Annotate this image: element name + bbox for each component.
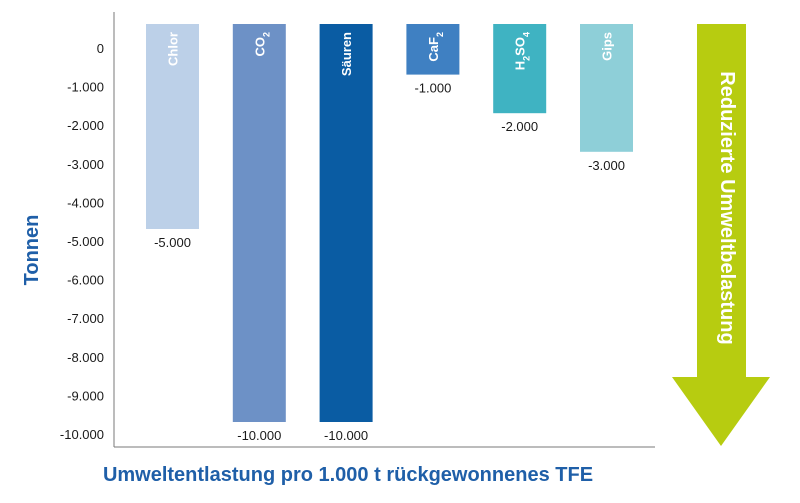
category-label: H2SO4 (513, 32, 532, 70)
y-tick-label: -7.000 (67, 311, 104, 326)
category-label: Säuren (339, 32, 354, 76)
category-label: CaF2 (426, 32, 445, 62)
arrow-label: Reduzierte Umweltbelastung (716, 71, 738, 344)
bar (319, 24, 373, 422)
y-tick-label: -10.000 (60, 427, 104, 442)
bar (146, 24, 199, 229)
y-tick-label: -4.000 (67, 195, 104, 210)
category-label: CO2 (252, 32, 271, 57)
y-tick-label: -9.000 (67, 388, 104, 403)
bar-value-label: -10.000 (237, 428, 281, 443)
y-axis-title: Tonnen (21, 215, 43, 286)
bar-value-label: -1.000 (414, 81, 451, 96)
bar-value-label: -5.000 (154, 235, 191, 250)
y-tick-label: -8.000 (67, 350, 104, 365)
y-tick-label: -1.000 (67, 80, 104, 95)
category-label: Gips (600, 32, 615, 61)
y-tick-label: -5.000 (67, 234, 104, 249)
reduction-arrow: Reduzierte Umweltbelastung (672, 24, 770, 446)
y-tick-label: 0 (97, 41, 104, 56)
bar (232, 24, 286, 422)
y-tick-label: -6.000 (67, 273, 104, 288)
bar (406, 24, 460, 75)
bar (493, 24, 547, 114)
bar-value-label: -10.000 (324, 428, 368, 443)
category-label: Chlor (166, 32, 181, 66)
x-axis-title: Umweltentlastung pro 1.000 t rückgewonne… (103, 464, 593, 486)
bar (580, 24, 633, 152)
bar-value-label: -3.000 (588, 158, 625, 173)
y-tick-label: -3.000 (67, 157, 104, 172)
y-tick-label: -2.000 (67, 118, 104, 133)
bar-value-label: -2.000 (501, 119, 538, 134)
y-axis-ticks: 0 -1.000 -2.000 -3.000 -4.000 -5.000 -6.000 -7.… (60, 41, 104, 442)
arrow-shape (672, 24, 770, 446)
bars: -5.000 Chlor -10.000 CO2 -10.000 Säuren -1.000… (146, 24, 633, 443)
